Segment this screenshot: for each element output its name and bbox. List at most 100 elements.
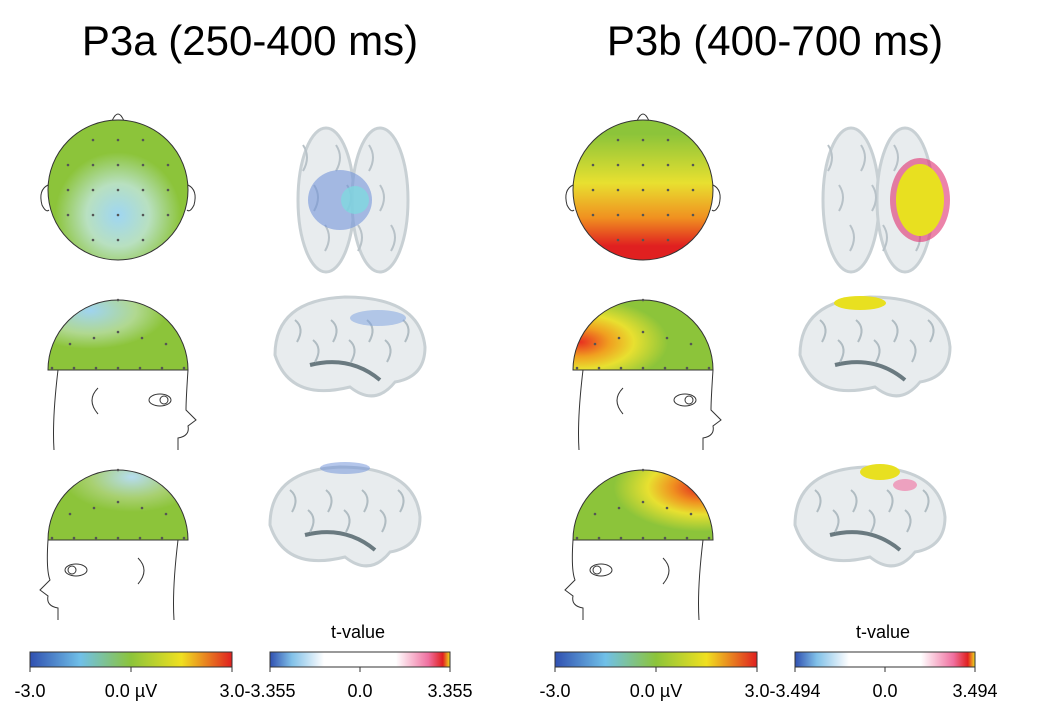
electrode bbox=[667, 239, 670, 242]
electrode bbox=[117, 299, 120, 302]
electrode bbox=[67, 189, 70, 192]
brain-lateral bbox=[800, 297, 950, 396]
electrode bbox=[667, 139, 670, 142]
electrode bbox=[73, 537, 76, 540]
colorbar-label: 3.0 bbox=[219, 681, 244, 701]
head-map bbox=[573, 300, 713, 370]
electrode bbox=[117, 501, 120, 504]
colorbar-label: 3.0 bbox=[744, 681, 769, 701]
electrode bbox=[117, 189, 120, 192]
electrode bbox=[67, 214, 70, 217]
pupil bbox=[160, 396, 168, 404]
electrode bbox=[69, 513, 72, 516]
figure: P3a (250-400 ms) -3.0 0.0 µV 3.0 t-value -3.3… bbox=[0, 0, 1040, 703]
electrode bbox=[667, 214, 670, 217]
electrode bbox=[642, 239, 645, 242]
brain-lateral bbox=[275, 297, 425, 396]
electrode bbox=[667, 189, 670, 192]
colorbar-label: -3.355 bbox=[244, 681, 295, 701]
pupil bbox=[593, 566, 601, 574]
ear bbox=[138, 558, 144, 584]
colorbar-label: 3.355 bbox=[427, 681, 472, 701]
activation bbox=[896, 164, 944, 236]
electrode bbox=[92, 214, 95, 217]
brain-lateral bbox=[795, 467, 945, 566]
electrode bbox=[620, 537, 623, 540]
colorbar-label: 0.0 bbox=[347, 681, 372, 701]
electrode bbox=[666, 507, 669, 510]
electrode bbox=[642, 331, 645, 334]
electrode bbox=[117, 239, 120, 242]
electrode bbox=[69, 343, 72, 346]
electrode bbox=[617, 164, 620, 167]
electrode bbox=[142, 164, 145, 167]
colorbar-label: -3.0 bbox=[14, 681, 45, 701]
colorbar bbox=[270, 652, 450, 667]
electrode bbox=[139, 537, 142, 540]
electrode bbox=[51, 537, 54, 540]
panel-title: P3b (400-700 ms) bbox=[607, 17, 943, 64]
electrode bbox=[594, 513, 597, 516]
electrode bbox=[592, 189, 595, 192]
electrode bbox=[686, 537, 689, 540]
electrode bbox=[620, 367, 623, 370]
electrode bbox=[664, 537, 667, 540]
colorbar-label: 0.0 µV bbox=[105, 681, 157, 701]
face-outline bbox=[565, 540, 703, 620]
electrode bbox=[183, 367, 186, 370]
electrode bbox=[141, 337, 144, 340]
panel: P3a (250-400 ms) -3.0 0.0 µV 3.0 t-value -3.3… bbox=[14, 17, 472, 701]
electrode bbox=[642, 537, 645, 540]
electrode bbox=[161, 537, 164, 540]
colorbar bbox=[30, 652, 232, 667]
electrode bbox=[692, 189, 695, 192]
electrode bbox=[576, 367, 579, 370]
electrode bbox=[708, 367, 711, 370]
electrode bbox=[167, 164, 170, 167]
brain-lateral bbox=[270, 467, 420, 566]
electrode bbox=[692, 164, 695, 167]
electrode bbox=[576, 537, 579, 540]
electrode bbox=[51, 367, 54, 370]
colorbar-title: t-value bbox=[856, 622, 910, 642]
electrode bbox=[93, 507, 96, 510]
activation bbox=[320, 462, 370, 474]
electrode bbox=[117, 331, 120, 334]
face-outline bbox=[40, 540, 178, 620]
electrode bbox=[95, 537, 98, 540]
electrode bbox=[708, 537, 711, 540]
electrode bbox=[686, 367, 689, 370]
electrode bbox=[692, 214, 695, 217]
electrode bbox=[183, 537, 186, 540]
electrode bbox=[167, 214, 170, 217]
electrode bbox=[167, 189, 170, 192]
electrode bbox=[642, 469, 645, 472]
electrode bbox=[664, 367, 667, 370]
activation bbox=[860, 464, 900, 480]
electrode bbox=[642, 214, 645, 217]
electrode bbox=[117, 537, 120, 540]
ear bbox=[92, 388, 98, 414]
electrode bbox=[139, 367, 142, 370]
electrode bbox=[666, 337, 669, 340]
colorbar-title: t-value bbox=[331, 622, 385, 642]
electrode bbox=[667, 164, 670, 167]
electrode bbox=[142, 139, 145, 142]
panel-title: P3a (250-400 ms) bbox=[82, 17, 418, 64]
electrode bbox=[117, 469, 120, 472]
colorbar-label: -3.0 bbox=[539, 681, 570, 701]
pupil bbox=[68, 566, 76, 574]
electrode bbox=[642, 501, 645, 504]
electrode bbox=[117, 214, 120, 217]
electrode bbox=[598, 367, 601, 370]
electrode bbox=[618, 507, 621, 510]
head-map bbox=[48, 300, 188, 370]
activation bbox=[834, 296, 886, 310]
pupil bbox=[685, 396, 693, 404]
electrode bbox=[117, 164, 120, 167]
activation bbox=[893, 479, 917, 491]
electrode bbox=[141, 507, 144, 510]
head-map bbox=[573, 470, 713, 540]
electrode bbox=[642, 139, 645, 142]
ear bbox=[663, 558, 669, 584]
